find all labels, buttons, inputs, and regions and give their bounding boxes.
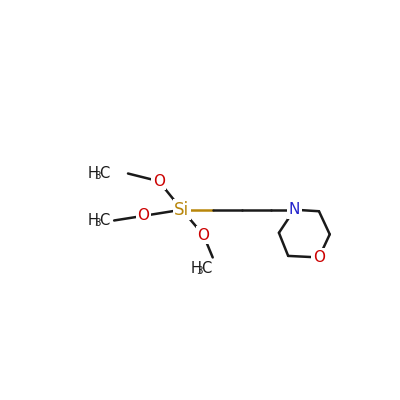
Text: Si: Si: [174, 201, 190, 219]
Text: N: N: [289, 202, 300, 217]
Text: O: O: [138, 208, 150, 223]
Text: H: H: [88, 166, 99, 181]
Text: 3: 3: [94, 218, 101, 228]
Text: 3: 3: [196, 266, 203, 276]
Text: C: C: [99, 166, 109, 181]
Text: 3: 3: [94, 171, 101, 181]
Text: O: O: [313, 250, 325, 265]
Text: H: H: [88, 213, 99, 228]
Text: O: O: [153, 174, 165, 189]
Text: O: O: [198, 228, 210, 243]
Text: C: C: [99, 213, 109, 228]
Text: H: H: [190, 261, 201, 276]
Text: C: C: [201, 261, 211, 276]
